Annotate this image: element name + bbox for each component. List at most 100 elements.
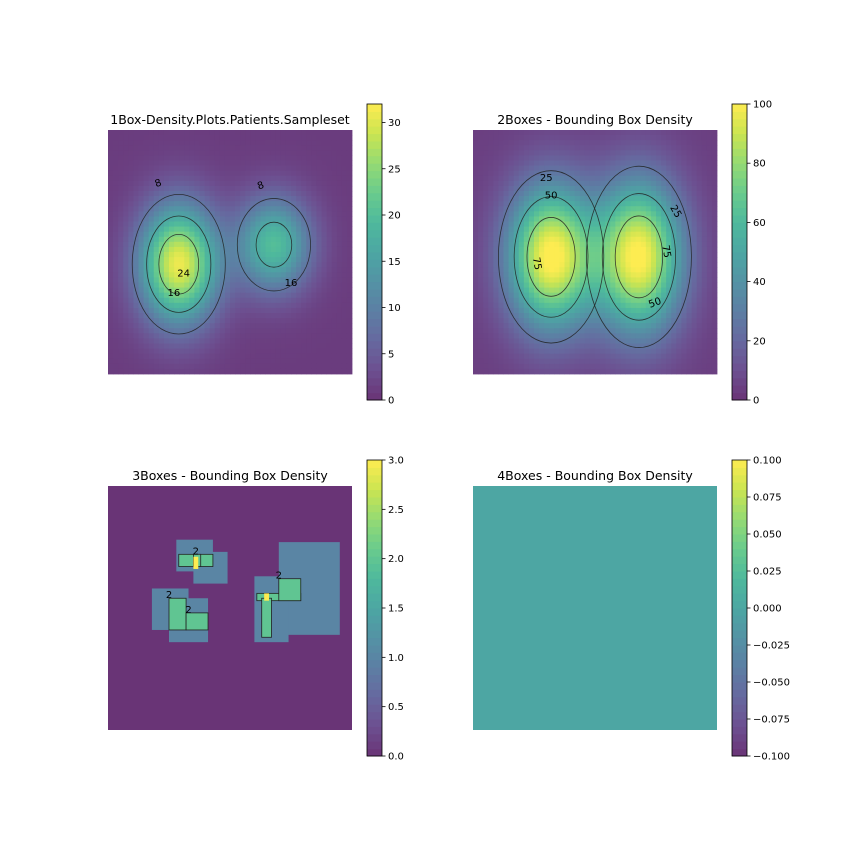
density-cell bbox=[321, 231, 327, 238]
density-cell bbox=[230, 150, 236, 156]
density-cell bbox=[240, 368, 246, 375]
colorbar-segment bbox=[732, 126, 747, 135]
density-cell bbox=[219, 267, 226, 273]
density-cell bbox=[245, 353, 251, 360]
density-cell bbox=[681, 292, 687, 299]
density-cell bbox=[564, 221, 570, 227]
density-cell bbox=[569, 323, 576, 329]
density-cell bbox=[478, 185, 484, 192]
density-cell bbox=[331, 333, 338, 339]
density-cell bbox=[179, 262, 185, 268]
density-cell bbox=[163, 368, 170, 375]
density-cell bbox=[544, 241, 550, 248]
density-cell bbox=[559, 348, 565, 355]
density-cell bbox=[341, 165, 348, 172]
density-cell bbox=[595, 287, 601, 294]
density-cell bbox=[493, 160, 499, 166]
density-cell bbox=[483, 287, 489, 294]
density-cell bbox=[513, 272, 520, 278]
density-cell bbox=[559, 165, 565, 172]
density-cell bbox=[711, 318, 718, 324]
density-cell bbox=[564, 297, 570, 304]
density-cell bbox=[158, 236, 165, 243]
density-cell bbox=[148, 170, 155, 177]
density-cell bbox=[544, 175, 550, 182]
density-cell bbox=[230, 252, 236, 258]
colorbar-tick-label: −0.100 bbox=[753, 752, 790, 763]
density-cell bbox=[589, 343, 596, 349]
density-cell bbox=[534, 307, 540, 314]
density-cell bbox=[523, 252, 530, 258]
density-cell bbox=[199, 231, 205, 238]
density-cell bbox=[681, 297, 687, 304]
density-cell bbox=[204, 165, 211, 172]
density-cell bbox=[584, 155, 591, 161]
density-cell bbox=[341, 191, 348, 197]
density-cell bbox=[321, 353, 327, 360]
density-cell bbox=[625, 292, 631, 299]
density-cell bbox=[681, 170, 687, 177]
density-cell bbox=[204, 160, 211, 166]
density-cell bbox=[260, 287, 266, 294]
density-cell bbox=[696, 140, 703, 146]
density-cell bbox=[488, 196, 494, 202]
density-cell bbox=[255, 343, 261, 349]
density-cell bbox=[620, 252, 626, 258]
density-cell bbox=[235, 272, 241, 278]
density-cell bbox=[478, 272, 484, 278]
density-cell bbox=[214, 201, 221, 207]
density-cell bbox=[473, 323, 479, 329]
density-cell bbox=[691, 236, 698, 243]
density-cell bbox=[635, 155, 642, 161]
density-cell bbox=[224, 302, 231, 309]
density-cell bbox=[589, 252, 596, 258]
density-cell bbox=[656, 348, 662, 355]
density-cell bbox=[219, 302, 226, 309]
density-cell bbox=[143, 302, 150, 309]
density-cell bbox=[640, 328, 647, 334]
density-cell bbox=[661, 236, 667, 243]
density-cell bbox=[174, 277, 180, 283]
density-cell bbox=[691, 328, 698, 334]
density-cell bbox=[113, 170, 119, 177]
density-cell bbox=[250, 231, 256, 238]
density-cell bbox=[250, 206, 256, 212]
density-cell bbox=[296, 170, 302, 177]
density-cell bbox=[620, 201, 626, 207]
density-cell bbox=[589, 216, 596, 222]
density-cell bbox=[666, 241, 672, 248]
density-cell bbox=[483, 368, 489, 375]
density-cell bbox=[569, 343, 576, 349]
density-cell bbox=[686, 267, 692, 273]
density-cell bbox=[539, 180, 545, 187]
density-cell bbox=[584, 185, 591, 192]
density-cell bbox=[336, 348, 343, 355]
density-cell bbox=[296, 226, 302, 233]
density-cell bbox=[498, 363, 504, 370]
density-cell bbox=[701, 216, 708, 222]
density-cell bbox=[534, 165, 540, 172]
density-cell bbox=[270, 257, 277, 263]
density-cell bbox=[341, 140, 348, 146]
density-cell bbox=[483, 201, 489, 207]
density-cell bbox=[123, 155, 129, 161]
density-cell bbox=[676, 287, 682, 294]
density-cell bbox=[153, 348, 160, 355]
density-cell bbox=[280, 211, 287, 217]
density-cell bbox=[513, 216, 520, 222]
density-cell bbox=[199, 211, 205, 217]
density-cell bbox=[493, 287, 499, 294]
colorbar-segment bbox=[732, 355, 747, 364]
density-cell bbox=[128, 318, 134, 324]
density-cell bbox=[473, 277, 479, 283]
density-cell bbox=[169, 135, 175, 141]
density-cell bbox=[544, 221, 550, 227]
density-cell bbox=[696, 231, 703, 238]
density-cell bbox=[701, 170, 708, 177]
density-cell bbox=[285, 328, 292, 334]
density-cell bbox=[245, 328, 251, 334]
density-cell bbox=[199, 140, 205, 146]
density-cell bbox=[635, 272, 642, 278]
density-cell bbox=[138, 363, 144, 370]
density-cell bbox=[696, 246, 703, 253]
